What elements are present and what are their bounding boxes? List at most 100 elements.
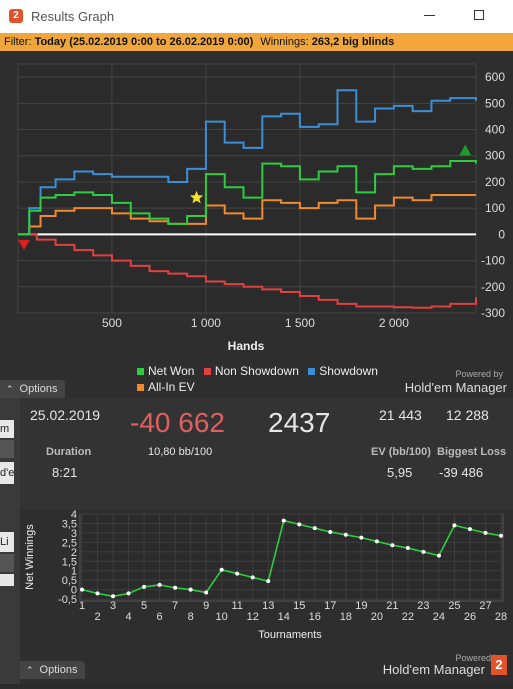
- x-axis-label: Hands: [228, 339, 265, 353]
- x-tick-label-2: 26: [464, 611, 476, 623]
- x-tick-label-2: 5: [141, 600, 147, 612]
- window-titlebar: 2 Results Graph: [0, 0, 513, 33]
- x-tick-label-2: 12: [247, 611, 259, 623]
- y-tick-label: -100: [481, 254, 505, 268]
- options-button-2[interactable]: ⌃ Options: [20, 661, 86, 679]
- x-tick-label-2: 21: [386, 600, 398, 612]
- y-axis-label: Net Winnings: [24, 524, 36, 590]
- session-date: 25.02.2019: [30, 407, 101, 423]
- x-tick-label-2: 19: [355, 600, 367, 612]
- x-tick-label-2: 7: [172, 600, 178, 612]
- y-tick-label-2: 0,5: [62, 575, 77, 587]
- x-tick-label-2: 15: [293, 600, 305, 612]
- net-winnings-point: [483, 530, 488, 535]
- y-tick-label: -200: [481, 280, 505, 294]
- biggest-loss-value: -39 486: [439, 465, 484, 480]
- net-winnings-point: [95, 591, 100, 596]
- filter-prefix: Filter:: [4, 36, 32, 48]
- chevron-up-icon: ⌃: [6, 384, 14, 394]
- app-logo-icon: 2: [9, 9, 23, 23]
- powered-by-text: Powered by: [455, 369, 503, 379]
- series-line-non-showdown: [18, 233, 477, 309]
- y-tick-label-2: 1,5: [62, 556, 77, 568]
- y-tick-label: 200: [485, 175, 505, 189]
- legend-net-won[interactable]: Net Won: [137, 364, 194, 378]
- duration-value: 8:21: [52, 465, 78, 480]
- y-tick-label: 0: [498, 227, 505, 241]
- y-tick-label: 400: [485, 123, 505, 137]
- net-winnings-point: [374, 539, 379, 544]
- x-tick-label-2: 18: [340, 611, 352, 623]
- net-winnings-point: [250, 575, 255, 580]
- maximize-button[interactable]: [474, 10, 484, 20]
- brand-text-2: Hold'em Manager: [382, 662, 485, 677]
- net-winnings-point: [297, 522, 302, 527]
- net-winnings-point: [405, 546, 410, 551]
- net-winnings-point: [359, 535, 364, 540]
- x-tick-label-2: 1: [79, 600, 85, 612]
- x-tick-label-2: 14: [278, 611, 290, 623]
- y-tick-label: -300: [481, 306, 505, 320]
- net-winnings-point: [219, 567, 224, 572]
- results-graph: 600 500 400 300 200 100 0 -100 -200 -300 500 1 000 1…: [0, 51, 513, 398]
- background-text-2: d'e: [0, 462, 14, 484]
- background-block-1: [0, 440, 14, 458]
- options-label-2: Options: [39, 664, 78, 676]
- low-point-marker: [18, 239, 30, 250]
- series-line-net-won: [18, 159, 477, 236]
- x-tick-label-2: 16: [309, 611, 321, 623]
- x-tick-label: 1 500: [285, 316, 315, 330]
- tournament-plot-area: [79, 513, 504, 602]
- brand-logo-icon: 2: [491, 655, 507, 675]
- legend-all-in-ev[interactable]: All-In EV: [137, 380, 378, 394]
- duration-label: Duration: [46, 446, 92, 458]
- winnings-value: 263,2 big blinds: [311, 36, 395, 48]
- net-winnings-point: [111, 594, 116, 599]
- y-tick-label-2: 0: [71, 585, 77, 597]
- session-winnings: -40 662: [130, 407, 225, 438]
- x-tick-label-2: 2: [94, 611, 100, 623]
- brand-text: Hold'em Manager: [404, 380, 507, 395]
- net-winnings-point: [157, 582, 162, 587]
- x-tick-label-2: 6: [157, 611, 163, 623]
- legend-showdown[interactable]: Showdown: [308, 364, 378, 378]
- x-tick-label-2: 22: [402, 611, 414, 623]
- net-winnings-point: [343, 532, 348, 537]
- options-button[interactable]: ⌃ Options: [0, 380, 66, 398]
- y-tick-label-2: 2: [71, 547, 77, 559]
- x-tick-label-2: 27: [479, 600, 491, 612]
- y-tick-label-2: 1: [71, 566, 77, 578]
- winnings-label: Winnings:: [260, 36, 309, 48]
- net-winnings-point: [452, 523, 457, 528]
- legend-non-showdown-label: Non Showdown: [214, 364, 299, 378]
- x-tick-label: 1 000: [191, 316, 221, 330]
- bb-per-100: 10,80 bb/100: [148, 446, 213, 458]
- x-tick-label-2: 20: [371, 611, 383, 623]
- legend: Net Won Non Showdown Showdown All-In EV: [137, 364, 378, 394]
- filter-value: Today (25.02.2019 0:00 to 26.02.2019 0:0…: [34, 36, 254, 48]
- tournament-graph-svg: 43,532,521,510,50-0,5 1234567891011121314…: [24, 509, 507, 641]
- legend-non-showdown[interactable]: Non Showdown: [203, 364, 299, 378]
- x-tick-label-2: 23: [417, 600, 429, 612]
- net-winnings-point: [436, 553, 441, 558]
- biggest-loss-label: Biggest Loss: [437, 446, 507, 458]
- y-tick-label-2: 2,5: [62, 537, 77, 549]
- minimize-button[interactable]: [424, 15, 435, 16]
- net-winnings-point: [499, 533, 503, 538]
- x-tick-label-2: 4: [125, 611, 131, 623]
- net-winnings-point: [421, 549, 426, 554]
- y-tick-label-2: 3,5: [62, 518, 77, 530]
- series-line-showdown: [18, 89, 477, 236]
- x-tick-label-2: 11: [231, 600, 242, 612]
- session-stats-panel: 25.02.2019 -40 662 2437 21 443 12 288 Du…: [20, 398, 513, 510]
- options-label: Options: [19, 383, 58, 395]
- window-title: Results Graph: [31, 9, 115, 24]
- net-winnings-point: [204, 590, 209, 595]
- net-winnings-point: [312, 526, 317, 531]
- background-block-2: [0, 554, 14, 572]
- series-line-all-in-ev: [18, 194, 476, 236]
- session-hands: 2437: [268, 407, 331, 438]
- x-tick-label-2: 24: [433, 611, 445, 623]
- net-winnings-point: [80, 587, 84, 592]
- x-tick-label: 500: [102, 316, 122, 330]
